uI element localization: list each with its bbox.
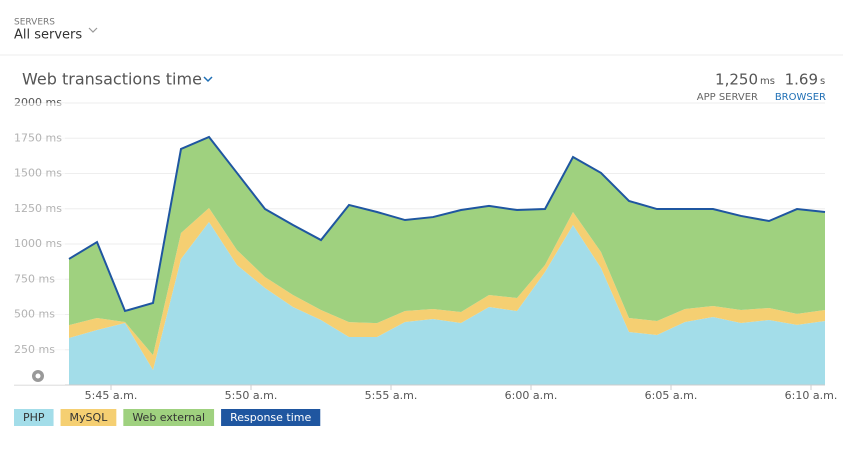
legend-item[interactable]: Response time: [221, 409, 321, 426]
servers-label: SERVERS: [14, 18, 55, 28]
x-tick-label: 6:05 a.m.: [645, 389, 698, 402]
legend-item[interactable]: Web external: [123, 409, 215, 426]
line: [68, 135, 826, 313]
legend-swatch: [123, 409, 215, 426]
legend-item[interactable]: PHP: [14, 409, 54, 426]
servers-value[interactable]: All servers: [14, 28, 82, 43]
legend-label: Response time: [230, 411, 311, 424]
app-server-label: APP SERVER: [697, 92, 758, 103]
browser-label[interactable]: BROWSER: [775, 92, 826, 103]
plot: 250 ms500 ms750 ms1000 ms1250 ms1500 ms1…: [14, 96, 837, 402]
servers-chevron[interactable]: [88, 27, 98, 33]
chart-title: Web transactions time: [22, 70, 202, 89]
area: [69, 136, 825, 356]
legend-swatch: [60, 409, 117, 426]
browser-unit: s: [820, 76, 825, 87]
legend-label: Web external: [132, 411, 205, 424]
eye-pupil: [35, 373, 41, 379]
fade-overlay: [14, 103, 65, 385]
legend-swatch: [221, 409, 321, 426]
x-tick-label: 6:00 a.m.: [505, 389, 558, 402]
legend-item[interactable]: MySQL: [60, 409, 117, 426]
x-tick-label: 5:45 a.m.: [85, 389, 138, 402]
app-server-unit: ms: [760, 76, 775, 87]
x-tick-label: 5:50 a.m.: [225, 389, 278, 402]
x-tick-label: 6:10 a.m.: [785, 389, 838, 402]
area: [69, 222, 825, 385]
area: [69, 208, 825, 371]
title-chevron[interactable]: [203, 76, 213, 83]
legend-swatch: [14, 409, 54, 426]
app-server-value: 1,250: [715, 71, 758, 89]
browser-value: 1.69: [785, 71, 818, 89]
legend-label: PHP: [23, 411, 45, 424]
x-tick-label: 5:55 a.m.: [365, 389, 418, 402]
legend-label: MySQL: [70, 411, 109, 424]
